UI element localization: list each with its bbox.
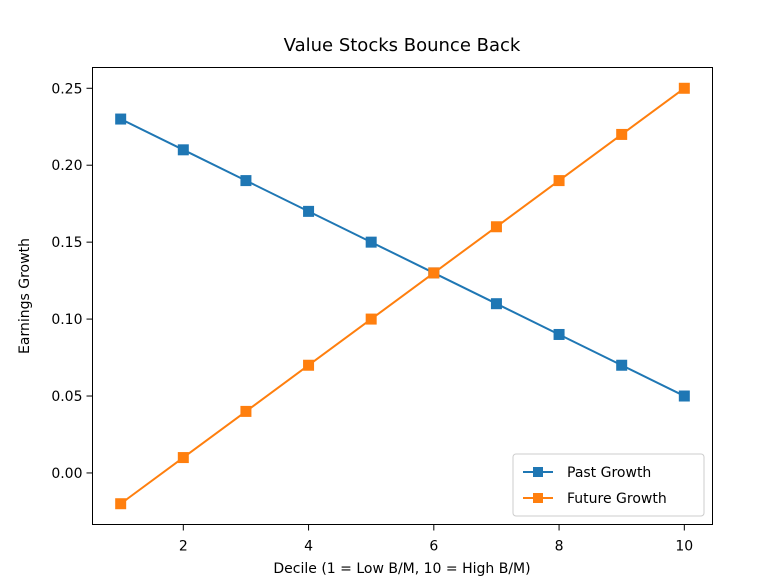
data-point-future-growth: [365, 313, 377, 325]
x-tick-label: 10: [675, 539, 693, 555]
legend-label-past-growth: Past Growth: [567, 465, 651, 481]
data-point-future-growth: [303, 359, 315, 371]
data-point-past-growth: [240, 175, 252, 187]
series-line-future-growth: [119, 86, 686, 506]
y-tick-label: 0.10: [51, 312, 82, 328]
y-tick-label: 0.05: [51, 389, 82, 405]
data-point-past-growth: [678, 390, 690, 402]
data-point-future-growth: [240, 405, 252, 417]
y-tick-label: 0.00: [51, 466, 82, 482]
y-tick-label: 0.15: [51, 235, 82, 251]
legend-item-future-growth: Future Growth: [523, 491, 667, 507]
x-tick-label: 2: [179, 539, 188, 555]
data-point-future-growth: [428, 267, 440, 279]
legend-marker-past-growth: [533, 467, 543, 477]
data-point-past-growth: [303, 205, 315, 217]
x-axis-title: Decile (1 = Low B/M, 10 = High B/M): [273, 561, 530, 577]
series-future-growth: [115, 82, 690, 510]
y-axis-title: Earnings Growth: [17, 238, 33, 354]
legend-item-past-growth: Past Growth: [523, 465, 651, 481]
data-point-future-growth: [616, 128, 628, 140]
y-tick-label: 0.25: [51, 81, 82, 97]
data-point-past-growth: [177, 144, 189, 156]
plot-frame: [92, 67, 713, 525]
data-point-past-growth: [365, 236, 377, 248]
chart-title: Value Stocks Bounce Back: [284, 35, 521, 56]
data-point-past-growth: [616, 359, 628, 371]
legend-marker-future-growth: [533, 493, 543, 503]
data-point-future-growth: [490, 221, 502, 233]
y-axis: 0.00 0.05 0.10 0.15 0.20 0.25: [51, 81, 93, 482]
x-tick-label: 8: [555, 539, 564, 555]
x-axis: 2 4 6 8 10: [179, 524, 693, 555]
series-line-past-growth: [119, 117, 686, 398]
legend-box: [512, 453, 705, 517]
plot-area: [92, 67, 713, 525]
data-point-future-growth: [177, 452, 189, 464]
data-point-past-growth: [115, 113, 127, 125]
data-point-past-growth: [490, 298, 502, 310]
legend-label-future-growth: Future Growth: [567, 491, 667, 507]
y-tick-label: 0.20: [51, 158, 82, 174]
data-point-future-growth: [678, 82, 690, 94]
legend: Past Growth Future Growth: [512, 453, 705, 517]
data-point-past-growth: [553, 328, 565, 340]
x-tick-label: 4: [304, 539, 313, 555]
x-tick-label: 6: [429, 539, 438, 555]
data-point-future-growth: [115, 498, 127, 510]
data-point-future-growth: [553, 175, 565, 187]
series-layer: [115, 82, 690, 510]
